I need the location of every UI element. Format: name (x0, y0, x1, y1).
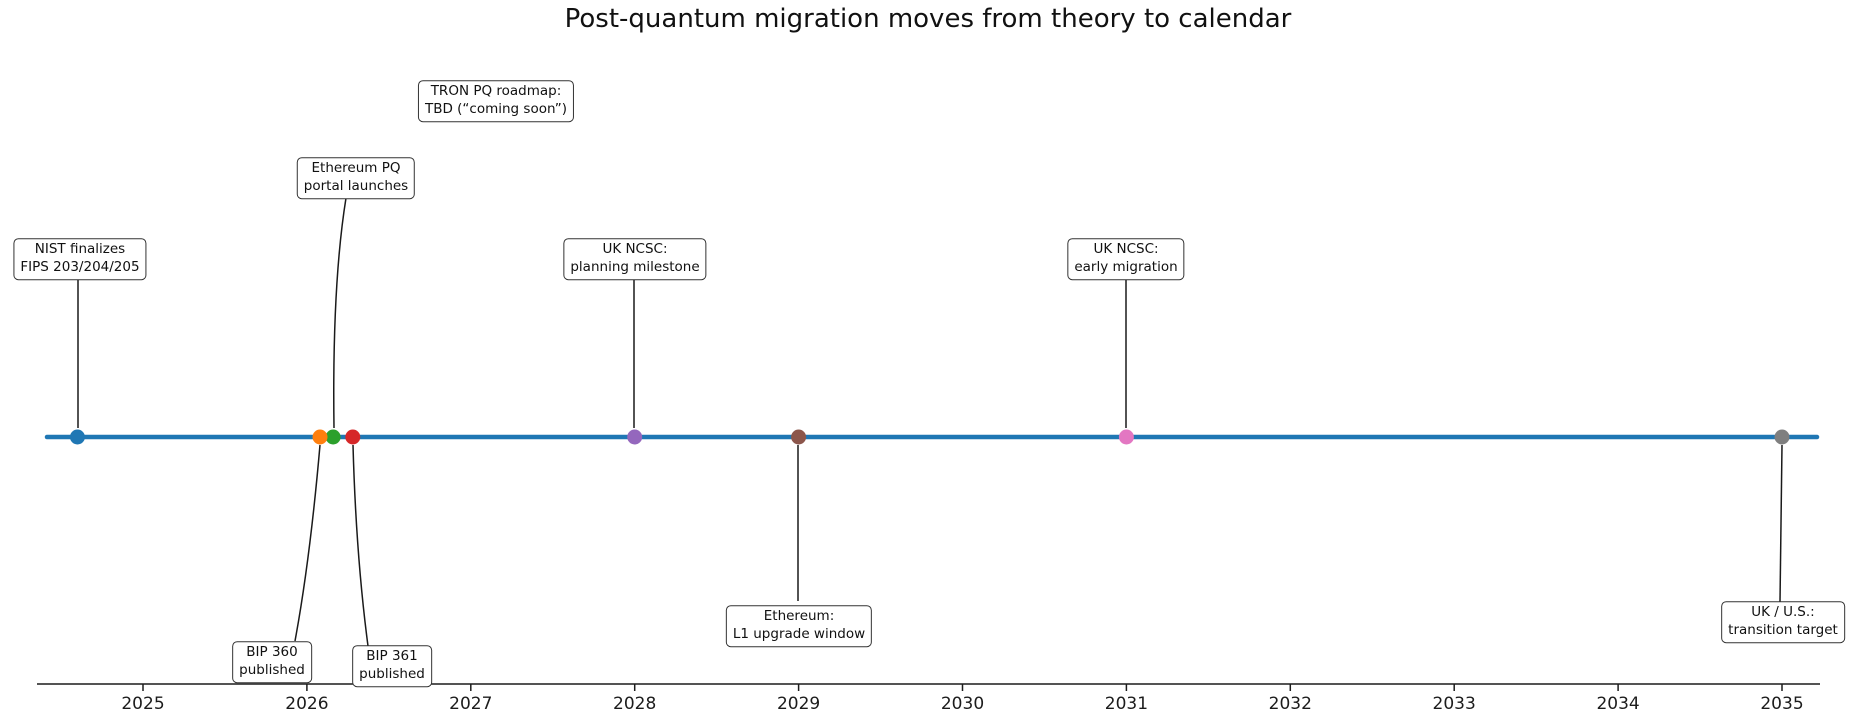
event-dot-nist-fips-finalized (69, 429, 85, 445)
connector-line-bip-360-published (294, 444, 321, 642)
event-dot-bip-361-published (345, 429, 361, 445)
event-dot-bip-360-published (312, 429, 328, 445)
event-dot-uk-ncsc-planning-milestone (627, 429, 643, 445)
event-dot-ethereum-pq-portal (325, 429, 341, 445)
connector-line-bip-361-published (352, 444, 369, 647)
event-dot-ethereum-l1-upgrade-window (791, 429, 807, 445)
connector-line-uk-us-transition-target (1779, 444, 1783, 603)
chart-title: Post-quantum migration moves from theory… (564, 4, 1292, 34)
event-dot-uk-ncsc-early-migration (1118, 429, 1134, 445)
event-dot-uk-us-transition-target (1774, 429, 1790, 445)
connector-line-ethereum-pq-portal (333, 197, 347, 429)
